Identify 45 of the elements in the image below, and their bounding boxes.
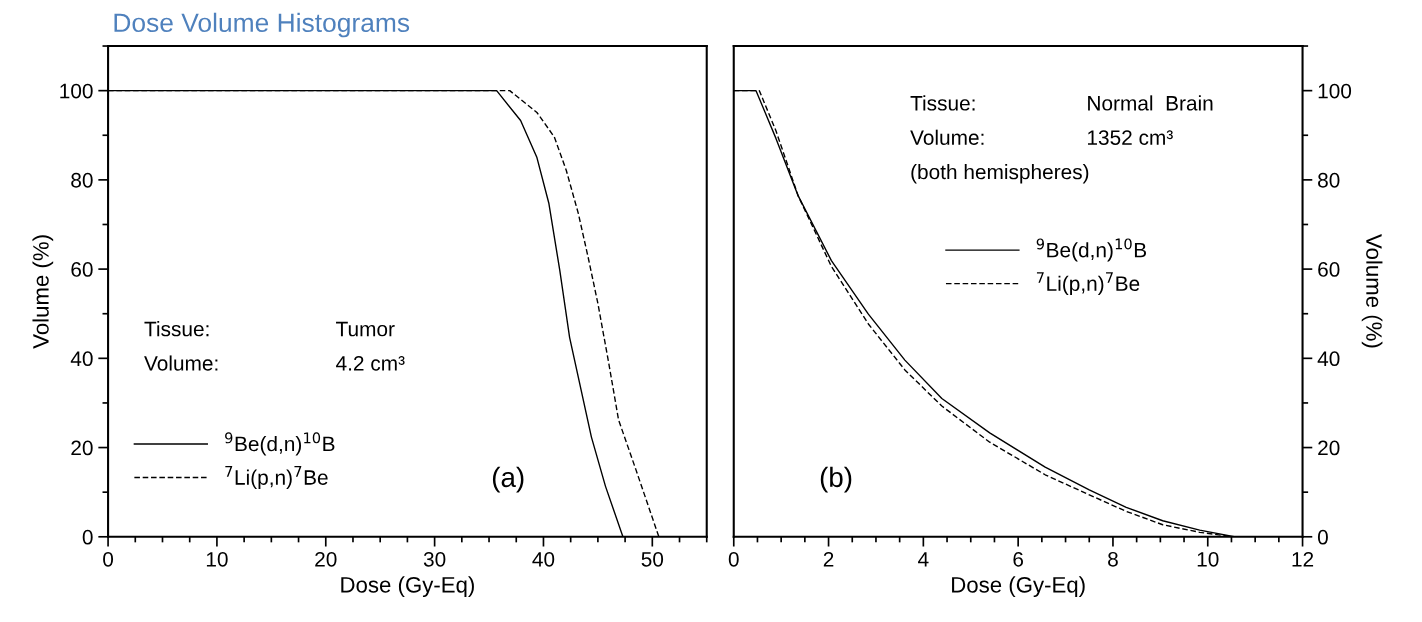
x-tick-label: 2	[823, 551, 834, 567]
annotation: Volume:	[144, 355, 218, 371]
x-tick-label: 0	[103, 551, 114, 567]
legend-label: $^{9}$Be(d,n)$^{10}$B	[225, 432, 335, 456]
y-tick-label: 80	[71, 172, 93, 188]
annotation: Tumor	[336, 321, 395, 337]
annotation: (a)	[492, 466, 524, 493]
annotation: Tissue:	[910, 95, 975, 111]
y-tick-label: 100	[60, 83, 93, 99]
y-tick-label: 60	[1318, 262, 1340, 277]
y-tick-label: 40	[1317, 351, 1340, 367]
x-tick-label: 6	[1013, 551, 1024, 567]
annotation: Volume:	[910, 129, 984, 145]
x-tick-label: 4	[918, 552, 929, 567]
x-axis-title: Dose (Gy-Eq)	[952, 576, 1085, 598]
x-tick-label: 40	[532, 551, 555, 567]
annotation: (both hemispheres)	[911, 164, 1089, 184]
annotation: (b)	[820, 466, 852, 493]
x-tick-label: 50	[641, 551, 664, 567]
x-tick-label: 30	[423, 551, 446, 567]
legend-label: $^{7}$Li(p,n)$^{7}$Be	[1036, 272, 1140, 296]
y-tick-label: 80	[1318, 172, 1340, 188]
x-tick-label: 20	[315, 551, 337, 567]
y-tick-label: 20	[1318, 440, 1340, 456]
y-tick-label: 20	[71, 440, 93, 456]
x-tick-label: 8	[1108, 551, 1118, 567]
y-tick-label: 0	[1317, 529, 1328, 545]
y-tick-label: 40	[70, 351, 93, 367]
y-axis-title: Volume (%)	[32, 235, 54, 349]
annotation: Tissue:	[144, 321, 209, 337]
chart-title: Dose Volume Histograms	[114, 12, 410, 38]
y-tick-label: 100	[1318, 83, 1352, 99]
annotation: 4.2 cm³	[336, 355, 405, 371]
y-tick-label: 0	[82, 529, 93, 545]
annotation: 1352 cm³	[1088, 130, 1173, 145]
x-tick-label: 12	[1292, 551, 1314, 567]
x-axis-title: Dose (Gy-Eq)	[341, 576, 474, 598]
x-tick-label: 10	[1197, 551, 1219, 567]
y-axis-title: Volume (%)	[1361, 234, 1383, 348]
annotation: Normal Brain	[1088, 95, 1213, 111]
y-tick-label: 60	[71, 262, 93, 277]
legend-label: $^{9}$Be(d,n)$^{10}$B	[1036, 238, 1147, 262]
x-tick-label: 0	[728, 551, 739, 567]
legend-label: $^{7}$Li(p,n)$^{7}$Be	[225, 466, 328, 489]
x-tick-label: 10	[206, 551, 228, 567]
